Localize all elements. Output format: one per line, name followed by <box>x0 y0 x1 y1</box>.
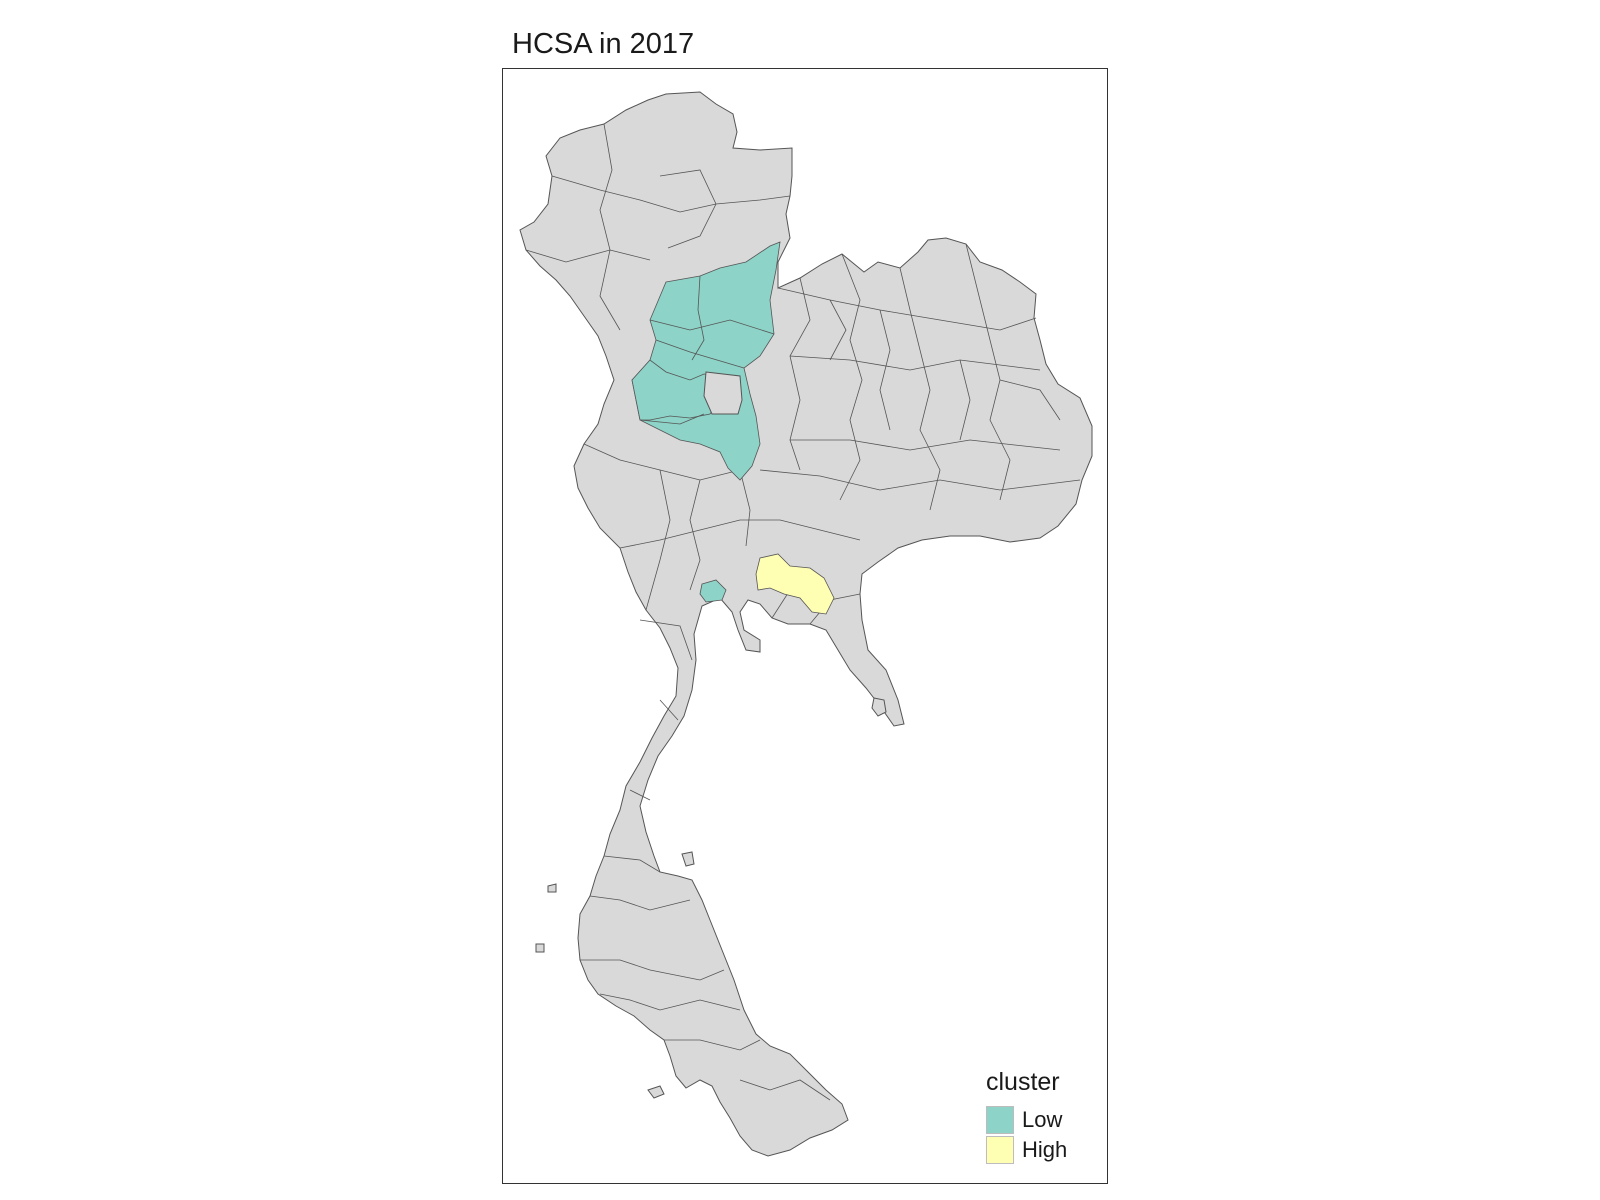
island <box>871 697 887 717</box>
island <box>535 943 545 953</box>
island <box>647 1085 665 1099</box>
province-high[interactable] <box>755 553 835 615</box>
legend-label-high: High <box>1022 1137 1068 1162</box>
province-low[interactable] <box>699 579 727 603</box>
province-borders <box>525 123 1081 1101</box>
legend-title: cluster <box>986 1068 1060 1096</box>
legend: cluster Low High <box>986 1068 1096 1165</box>
island <box>681 851 695 867</box>
legend-item-low: Low <box>986 1105 1096 1135</box>
map-title: HCSA in 2017 <box>512 28 695 60</box>
country-outline <box>519 91 1093 1157</box>
legend-item-high: High <box>986 1135 1096 1165</box>
province-region-main[interactable] <box>519 91 1093 1157</box>
legend-label-low: Low <box>1022 1107 1063 1132</box>
island <box>547 883 557 893</box>
legend-swatch-low <box>986 1106 1014 1134</box>
cluster-low-borders <box>639 275 775 425</box>
cluster-low-provinces <box>631 241 781 603</box>
legend-swatch-high <box>986 1136 1014 1164</box>
cluster-high-provinces <box>755 553 835 615</box>
province-base[interactable] <box>703 371 743 415</box>
